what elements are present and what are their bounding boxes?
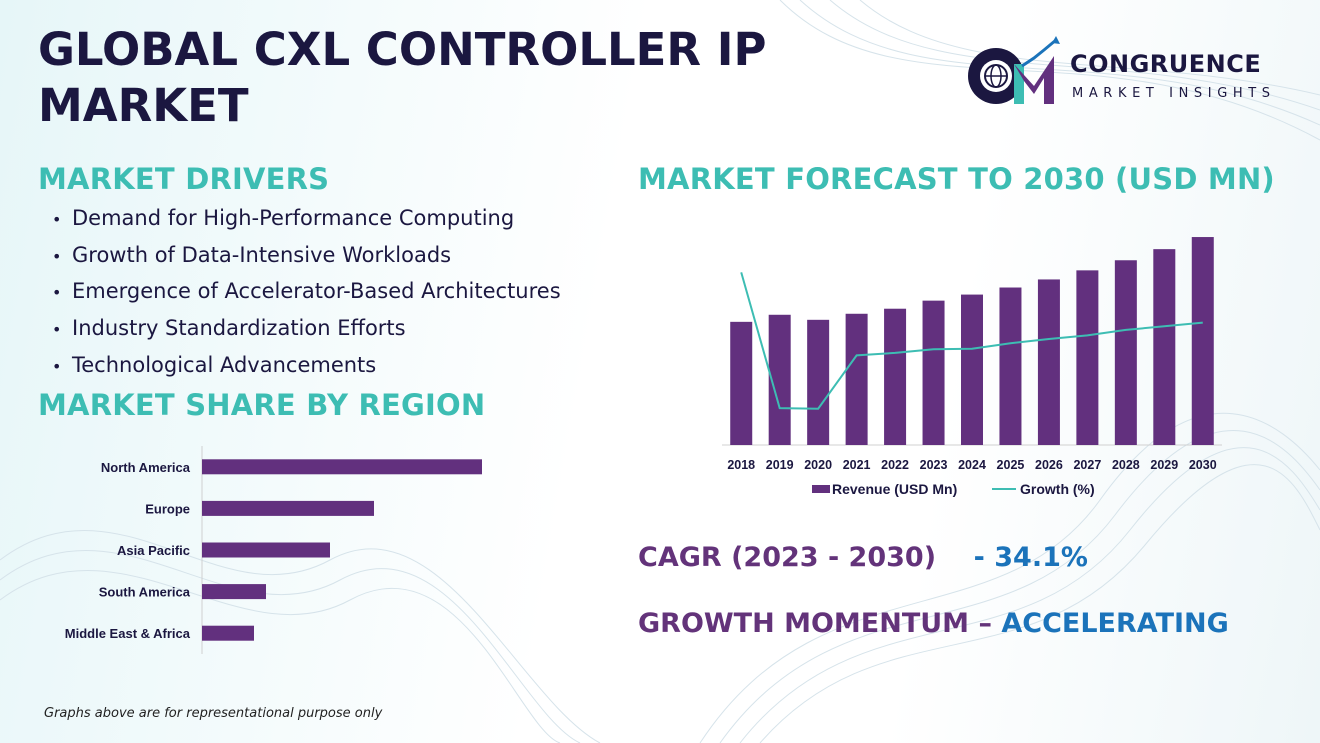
revenue-bar bbox=[807, 319, 830, 445]
revenue-bar bbox=[884, 308, 907, 445]
year-tick-label: 2021 bbox=[843, 458, 871, 472]
growth-momentum-metric: GROWTH MOMENTUM – ACCELERATING bbox=[638, 608, 1229, 639]
legend-revenue-swatch bbox=[812, 485, 830, 493]
region-category-label: Asia Pacific bbox=[117, 543, 190, 558]
revenue-bar bbox=[845, 313, 868, 445]
growth-momentum-label: GROWTH MOMENTUM – bbox=[638, 608, 992, 639]
region-category-label: South America bbox=[99, 585, 191, 600]
year-tick-label: 2018 bbox=[727, 458, 755, 472]
region-category-label: Middle East & Africa bbox=[65, 626, 191, 641]
year-tick-label: 2028 bbox=[1112, 458, 1140, 472]
bullet-icon: • bbox=[52, 210, 62, 229]
market-share-region-title: MARKET SHARE BY REGION bbox=[38, 388, 486, 422]
driver-item: • Technological Advancements bbox=[52, 347, 561, 384]
year-tick-label: 2024 bbox=[958, 458, 986, 472]
region-bar bbox=[202, 542, 330, 558]
cm-globe-logo-icon bbox=[968, 36, 1060, 104]
bullet-icon: • bbox=[52, 283, 62, 303]
legend-revenue-label: Revenue (USD Mn) bbox=[832, 481, 957, 497]
bullet-icon: • bbox=[52, 246, 62, 266]
driver-text: Growth of Data-Intensive Workloads bbox=[72, 242, 452, 267]
cagr-value: - 34.1% bbox=[973, 542, 1088, 573]
revenue-bar bbox=[1153, 249, 1176, 445]
legend-growth-label: Growth (%) bbox=[1020, 481, 1095, 497]
year-tick-label: 2020 bbox=[804, 458, 832, 472]
revenue-bar bbox=[1191, 237, 1214, 445]
driver-item: • Industry Standardization Efforts bbox=[52, 310, 561, 347]
forecast-combo-chart: 2018 2019 2020 2021 2022 2023 2024 2025 2026 2027… bbox=[722, 237, 1222, 497]
year-tick-label: 2030 bbox=[1189, 458, 1217, 472]
revenue-bar bbox=[1076, 270, 1099, 445]
year-tick-label: 2019 bbox=[766, 458, 794, 472]
revenue-bar bbox=[768, 314, 791, 445]
driver-item: • Demand for High-Performance Computing bbox=[52, 200, 561, 237]
page-title: GLOBAL CXL CONTROLLER IP MARKET bbox=[38, 23, 767, 132]
year-tick-label: 2027 bbox=[1073, 458, 1101, 472]
company-logo: CONGRUENCE MARKET INSIGHTS bbox=[962, 36, 1292, 108]
region-bar bbox=[202, 500, 374, 516]
bullet-icon: • bbox=[52, 356, 62, 376]
year-tick-label: 2023 bbox=[920, 458, 948, 472]
growth-momentum-value: ACCELERATING bbox=[1001, 608, 1229, 639]
footnote: Graphs above are for representational pu… bbox=[44, 706, 383, 721]
year-tick-label: 2026 bbox=[1035, 458, 1063, 472]
driver-item: • Emergence of Accelerator-Based Architec… bbox=[52, 273, 561, 310]
bullet-icon: • bbox=[52, 320, 62, 340]
region-bar bbox=[202, 625, 254, 641]
driver-text: Industry Standardization Efforts bbox=[72, 316, 406, 341]
driver-text: Demand for High-Performance Computing bbox=[72, 206, 515, 230]
revenue-bar bbox=[1114, 260, 1137, 445]
year-tick-label: 2029 bbox=[1150, 458, 1178, 472]
region-category-label: North America bbox=[101, 460, 191, 475]
driver-text: Technological Advancements bbox=[72, 352, 377, 377]
revenue-bar bbox=[1037, 279, 1060, 445]
market-drivers-title: MARKET DRIVERS bbox=[38, 162, 330, 196]
logo-name: CONGRUENCE bbox=[1070, 50, 1262, 78]
driver-text: Emergence of Accelerator-Based Architect… bbox=[72, 279, 561, 304]
logo-subtitle: MARKET INSIGHTS bbox=[1072, 86, 1276, 101]
year-tick-label: 2025 bbox=[997, 458, 1025, 472]
region-bar bbox=[202, 459, 482, 475]
market-forecast-title: MARKET FORECAST TO 2030 (USD MN) bbox=[638, 162, 1275, 196]
year-tick-label: 2022 bbox=[881, 458, 909, 472]
market-drivers-list: • Demand for High-Performance Computing •… bbox=[52, 200, 561, 383]
region-bar bbox=[202, 584, 266, 600]
region-bar-chart: North America Europe Asia Pacific South Ame… bbox=[65, 446, 482, 654]
revenue-bar bbox=[961, 294, 983, 445]
revenue-bar bbox=[922, 300, 945, 445]
revenue-bar bbox=[730, 321, 753, 445]
cagr-metric: CAGR (2023 - 2030) - 34.1% bbox=[638, 542, 1088, 573]
cagr-label: CAGR (2023 - 2030) bbox=[638, 542, 937, 573]
driver-item: • Growth of Data-Intensive Workloads bbox=[52, 237, 561, 274]
revenue-bar bbox=[999, 287, 1022, 445]
region-category-label: Europe bbox=[145, 501, 190, 516]
